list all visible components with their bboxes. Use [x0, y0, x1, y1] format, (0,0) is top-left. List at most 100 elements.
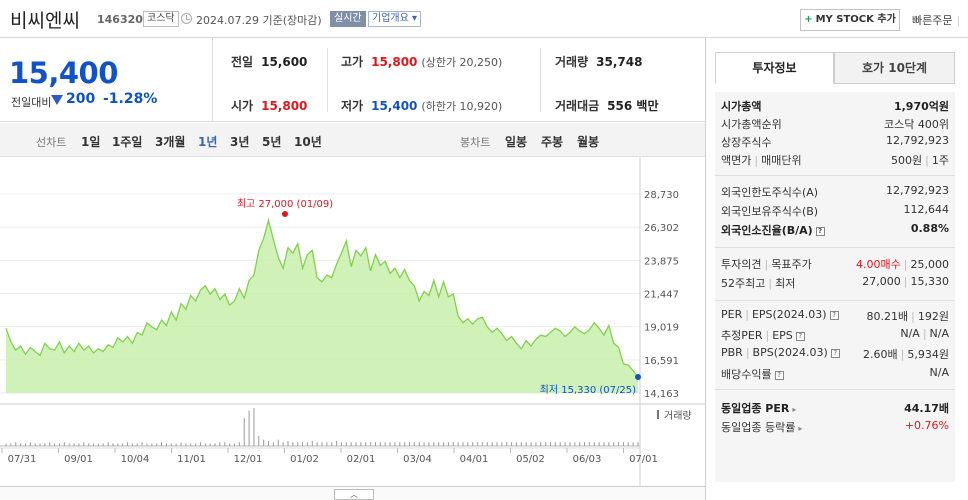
- volume-bar: [287, 440, 289, 446]
- tab-3y[interactable]: 3년: [230, 135, 250, 149]
- y-tick-label: 23,875: [644, 256, 679, 267]
- open-value: 15,800: [261, 99, 308, 113]
- volume-bar: [447, 442, 449, 446]
- target-value: 25,000: [910, 258, 950, 271]
- volume-bar: [379, 442, 381, 446]
- w52-row: 52주최고 | 최저 27,000 | 15,330: [721, 275, 950, 290]
- help-icon[interactable]: ?: [774, 371, 784, 380]
- sector-change-value: +0.76%: [904, 419, 949, 432]
- tab-10y[interactable]: 10년: [294, 135, 322, 149]
- volume-bar: [496, 442, 498, 446]
- tab-weekly[interactable]: 주봉: [541, 135, 564, 149]
- per-value: 80.21배: [866, 310, 909, 323]
- y-tick-label: 28,730: [644, 190, 679, 201]
- volume-bar: [418, 442, 420, 446]
- eps-label: EPS(2024.03): [751, 308, 827, 321]
- sector-change-label[interactable]: 동일업종 등락률: [721, 421, 796, 434]
- y-tick-label: 16,591: [644, 356, 679, 367]
- foreign-limit-value: 12,792,923: [886, 184, 949, 197]
- volume-bar: [151, 443, 153, 446]
- tab-3m[interactable]: 3개월: [155, 135, 186, 149]
- volume-label: 거래량: [555, 55, 589, 69]
- chevron-up-icon[interactable]: ︿: [334, 489, 374, 500]
- volume-bar: [263, 439, 265, 446]
- price-line: [5, 217, 639, 378]
- foreign-rate-row: 외국인소진율(B/A)? 0.88%: [721, 220, 949, 238]
- volume-bar: [209, 443, 211, 446]
- help-icon[interactable]: ?: [815, 227, 825, 236]
- x-tick-label: 12/01: [234, 454, 263, 465]
- help-icon[interactable]: ?: [795, 332, 805, 341]
- y-tick-label: 14,163: [644, 389, 679, 400]
- volume-bar: [569, 442, 571, 446]
- tab-1y[interactable]: 1년: [198, 135, 218, 149]
- sector-per-label[interactable]: 동일업종 PER: [721, 402, 790, 415]
- volume-bar: [438, 442, 440, 446]
- tab-1w[interactable]: 1주일: [112, 135, 143, 149]
- volume-bar: [423, 442, 425, 446]
- high-marker: [282, 211, 288, 217]
- help-icon[interactable]: ?: [829, 311, 839, 320]
- help-icon[interactable]: ?: [830, 349, 840, 358]
- volume-bar: [34, 443, 36, 446]
- volume-bar: [340, 442, 342, 446]
- trade-amount: 거래대금 556 백만: [555, 97, 658, 114]
- volume-bar: [384, 442, 386, 446]
- volume-bar: [131, 443, 133, 446]
- volume-bar: [559, 442, 561, 446]
- y-axis: 28,730 26,302 23,875 21,447 19,019 16,591 14,1…: [644, 190, 679, 400]
- volume-bar: [165, 443, 167, 446]
- x-tick-label: 09/01: [64, 454, 93, 465]
- volume-bar: [501, 442, 503, 446]
- tab-daily[interactable]: 일봉: [505, 135, 528, 149]
- volume-bar: [394, 442, 396, 446]
- tab-order-book[interactable]: 호가 10단계: [834, 52, 955, 84]
- volume-bar: [170, 443, 172, 446]
- volume-bar: [122, 443, 124, 446]
- est-per-label: 추정PER: [721, 329, 763, 342]
- volume-bar: [355, 442, 357, 446]
- volume-bar: [535, 442, 537, 446]
- high-value: 15,800: [371, 55, 418, 69]
- volume-bar: [141, 442, 143, 446]
- w52-low-value: 15,330: [910, 275, 950, 288]
- divider: [715, 389, 955, 390]
- volume-bar: [593, 442, 595, 446]
- volume-legend-mark: [657, 410, 659, 419]
- company-info-dropdown[interactable]: 기업개요 ▾: [368, 11, 422, 27]
- volume-bar: [272, 442, 274, 446]
- y-tick-label: 21,447: [644, 290, 679, 301]
- volume-bar: [15, 442, 17, 446]
- volume-bar: [370, 442, 372, 446]
- tab-monthly[interactable]: 월봉: [577, 135, 600, 149]
- open-price: 시가 15,800: [231, 97, 307, 114]
- volume-bar: [277, 439, 279, 446]
- foreign-limit-row: 외국인한도주식수(A) 12,792,923: [721, 182, 949, 200]
- add-mystock-button[interactable]: + MY STOCK 추가: [800, 9, 900, 31]
- low-label: 저가: [341, 99, 364, 113]
- volume-bar: [161, 442, 163, 446]
- down-triangle-icon: [51, 95, 63, 105]
- tab-investment-info[interactable]: 투자정보: [715, 52, 834, 84]
- par-unit-row: 액면가 | 매매단위 500원 | 1주: [721, 154, 949, 167]
- volume-bar: [58, 443, 60, 446]
- clock-icon: [181, 13, 192, 24]
- divider: [327, 48, 328, 112]
- bps-value: 5,934원: [907, 348, 949, 361]
- volume-bar: [321, 442, 323, 446]
- tab-5y[interactable]: 5년: [262, 135, 282, 149]
- live-badge[interactable]: 실시간: [330, 11, 366, 27]
- volume-bar: [345, 442, 347, 446]
- tab-1d[interactable]: 1일: [81, 135, 101, 149]
- quick-order-link[interactable]: 빠른주문: [912, 12, 960, 28]
- volume-bar: [481, 442, 483, 446]
- divider: [540, 48, 541, 112]
- est-eps-value: N/A: [929, 327, 949, 340]
- volume-bar: [44, 443, 46, 446]
- volume-bar: [302, 442, 304, 446]
- volume-bar: [214, 443, 216, 446]
- divider: [715, 175, 955, 176]
- volume-legend: 거래량: [664, 410, 692, 422]
- volume-bar: [457, 442, 459, 446]
- shares-label: 상장주식수: [721, 136, 772, 149]
